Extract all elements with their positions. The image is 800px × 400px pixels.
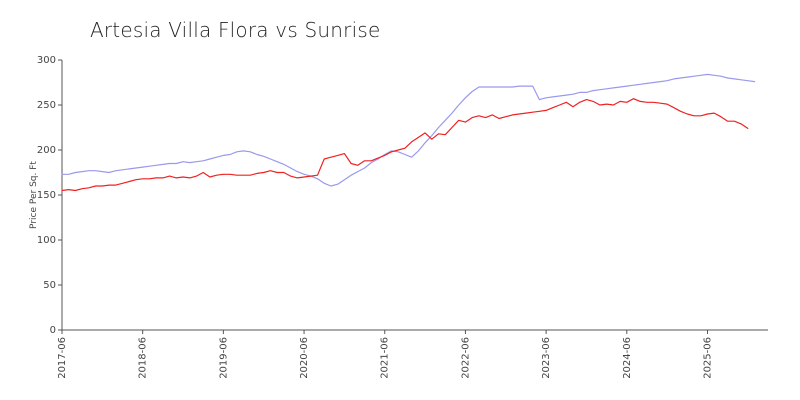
y-tick-label: 250 xyxy=(37,100,56,111)
series-line-1 xyxy=(61,73,756,187)
y-tick-label: 300 xyxy=(37,55,56,66)
x-tick-label: 2022-06 xyxy=(460,337,471,379)
series-lines xyxy=(61,73,756,192)
x-tick-label: 2018-06 xyxy=(138,337,149,379)
x-tick-label: 2017-06 xyxy=(57,337,68,379)
y-tick-label: 0 xyxy=(50,325,56,336)
y-tick-label: 100 xyxy=(37,235,56,246)
y-axis-label: Price Per Sq. Ft xyxy=(29,161,39,229)
y-axis-ticks: 0 50 100 150 200 250 300 xyxy=(37,55,62,336)
x-tick-label: 2024-06 xyxy=(622,337,633,379)
chart-axes xyxy=(61,60,768,331)
x-tick-label: 2025-06 xyxy=(702,337,713,379)
x-tick-label: 2019-06 xyxy=(218,337,229,379)
series-line-2 xyxy=(61,98,749,192)
chart-title: Artesia Villa Flora vs Sunrise xyxy=(90,18,381,42)
y-tick-label: 150 xyxy=(37,190,56,201)
y-tick-label: 200 xyxy=(37,145,56,156)
x-axis-ticks: 2017-06 2018-06 2019-06 2020-06 2021-06 2022-… xyxy=(57,330,713,379)
x-tick-label: 2021-06 xyxy=(380,337,391,379)
y-tick-label: 50 xyxy=(43,280,56,291)
x-tick-label: 2023-06 xyxy=(541,337,552,379)
x-tick-label: 2020-06 xyxy=(299,337,310,379)
